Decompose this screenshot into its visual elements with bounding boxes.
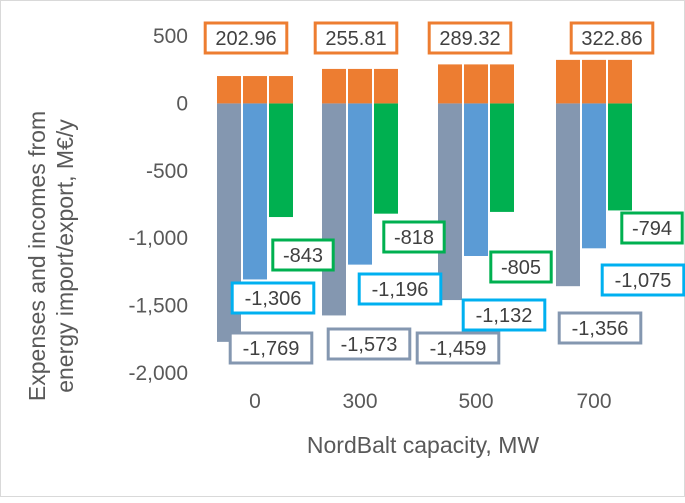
- bar-1: [438, 103, 462, 301]
- series-3-data-label: -843: [283, 245, 323, 267]
- series-3-data-label-box: [382, 220, 446, 254]
- series-2-data-label-box: [461, 298, 547, 332]
- y-tick-label: -500: [146, 160, 188, 183]
- series-3-data-label-box: [489, 250, 553, 284]
- income-data-label: 289.32: [439, 28, 500, 50]
- bar-3: [608, 103, 632, 211]
- bar-income: [217, 76, 241, 104]
- bar-1: [556, 103, 580, 287]
- bar-income: [556, 59, 580, 104]
- series-1-data-label-box: [228, 331, 314, 365]
- y-tick-label: 500: [153, 25, 188, 48]
- bar-income: [322, 68, 346, 104]
- bar-income: [374, 68, 398, 104]
- series-3-data-label-box: [620, 211, 684, 245]
- x-tick-label: 500: [458, 390, 493, 413]
- series-1-data-label-box: [415, 331, 501, 365]
- bar-income: [608, 59, 632, 104]
- series-3-data-label-box: [271, 238, 335, 272]
- bar-income: [348, 68, 372, 104]
- bars: [217, 59, 632, 342]
- series-3-data-label: -818: [394, 227, 434, 249]
- bar-income: [490, 64, 514, 104]
- bar-2: [348, 103, 372, 265]
- bar-2: [582, 103, 606, 249]
- y-tick-label: -1,500: [128, 295, 188, 318]
- series-2-data-label: -1,132: [476, 305, 533, 327]
- series-1-data-label: -1,459: [430, 338, 487, 360]
- income-data-label-box: [569, 21, 655, 55]
- x-tick-label: 0: [249, 390, 261, 413]
- y-axis-ticks: 500 0 -500 -1,000 -1,500 -2,000: [128, 25, 188, 385]
- income-data-label-box: [203, 21, 289, 55]
- bar-income: [464, 64, 488, 104]
- income-data-label: 202.96: [215, 28, 276, 50]
- series-2-data-label-box: [600, 263, 685, 297]
- series-1-data-label: -1,356: [572, 318, 629, 340]
- income-data-label-box: [313, 21, 399, 55]
- series-1-data-label-box: [557, 311, 643, 345]
- series-1-data-label-box: [326, 327, 412, 361]
- series-3-data-label: -794: [632, 218, 672, 240]
- x-axis-ticks: 0 300 500 700: [249, 390, 611, 413]
- bar-income: [243, 76, 267, 104]
- income-data-label: 322.86: [581, 28, 642, 50]
- bar-1: [322, 103, 346, 316]
- series-2-data-label: -1,075: [615, 270, 672, 292]
- bar-2: [464, 103, 488, 256]
- income-data-label: 255.81: [325, 28, 386, 50]
- series-1-data-label: -1,573: [341, 334, 398, 356]
- bar-3: [269, 103, 293, 218]
- series-2-data-label: -1,196: [372, 279, 429, 301]
- income-data-label-box: [427, 21, 513, 55]
- y-axis-title: Expenses and incomes from energy import/…: [24, 111, 78, 401]
- bar-2: [243, 103, 267, 280]
- y-axis-title-line-2: energy import/export, M€/y: [52, 119, 78, 393]
- series-1-data-label: -1,769: [243, 338, 300, 360]
- y-axis-title-line-1: Expenses and incomes from: [24, 111, 50, 401]
- series-3-data-label: -805: [501, 257, 541, 279]
- x-tick-label: 300: [342, 390, 377, 413]
- x-tick-label: 700: [576, 390, 611, 413]
- y-tick-label: -1,000: [128, 227, 188, 250]
- series-2-data-label-box: [357, 272, 443, 306]
- data-labels: 202.96 255.81 289.32 322.86 -1,769 -1,573 -1,4…: [203, 21, 685, 365]
- series-2-data-label: -1,306: [245, 288, 302, 310]
- bar-3: [490, 103, 514, 212]
- bar-3: [374, 103, 398, 214]
- bar-income: [438, 64, 462, 104]
- bar-income: [269, 76, 293, 104]
- series-2-data-label-box: [230, 281, 316, 315]
- bar-income: [582, 59, 606, 104]
- y-tick-label: -2,000: [128, 362, 188, 385]
- x-axis-title: NordBalt capacity, MW: [307, 432, 539, 458]
- y-tick-label: 0: [176, 92, 188, 115]
